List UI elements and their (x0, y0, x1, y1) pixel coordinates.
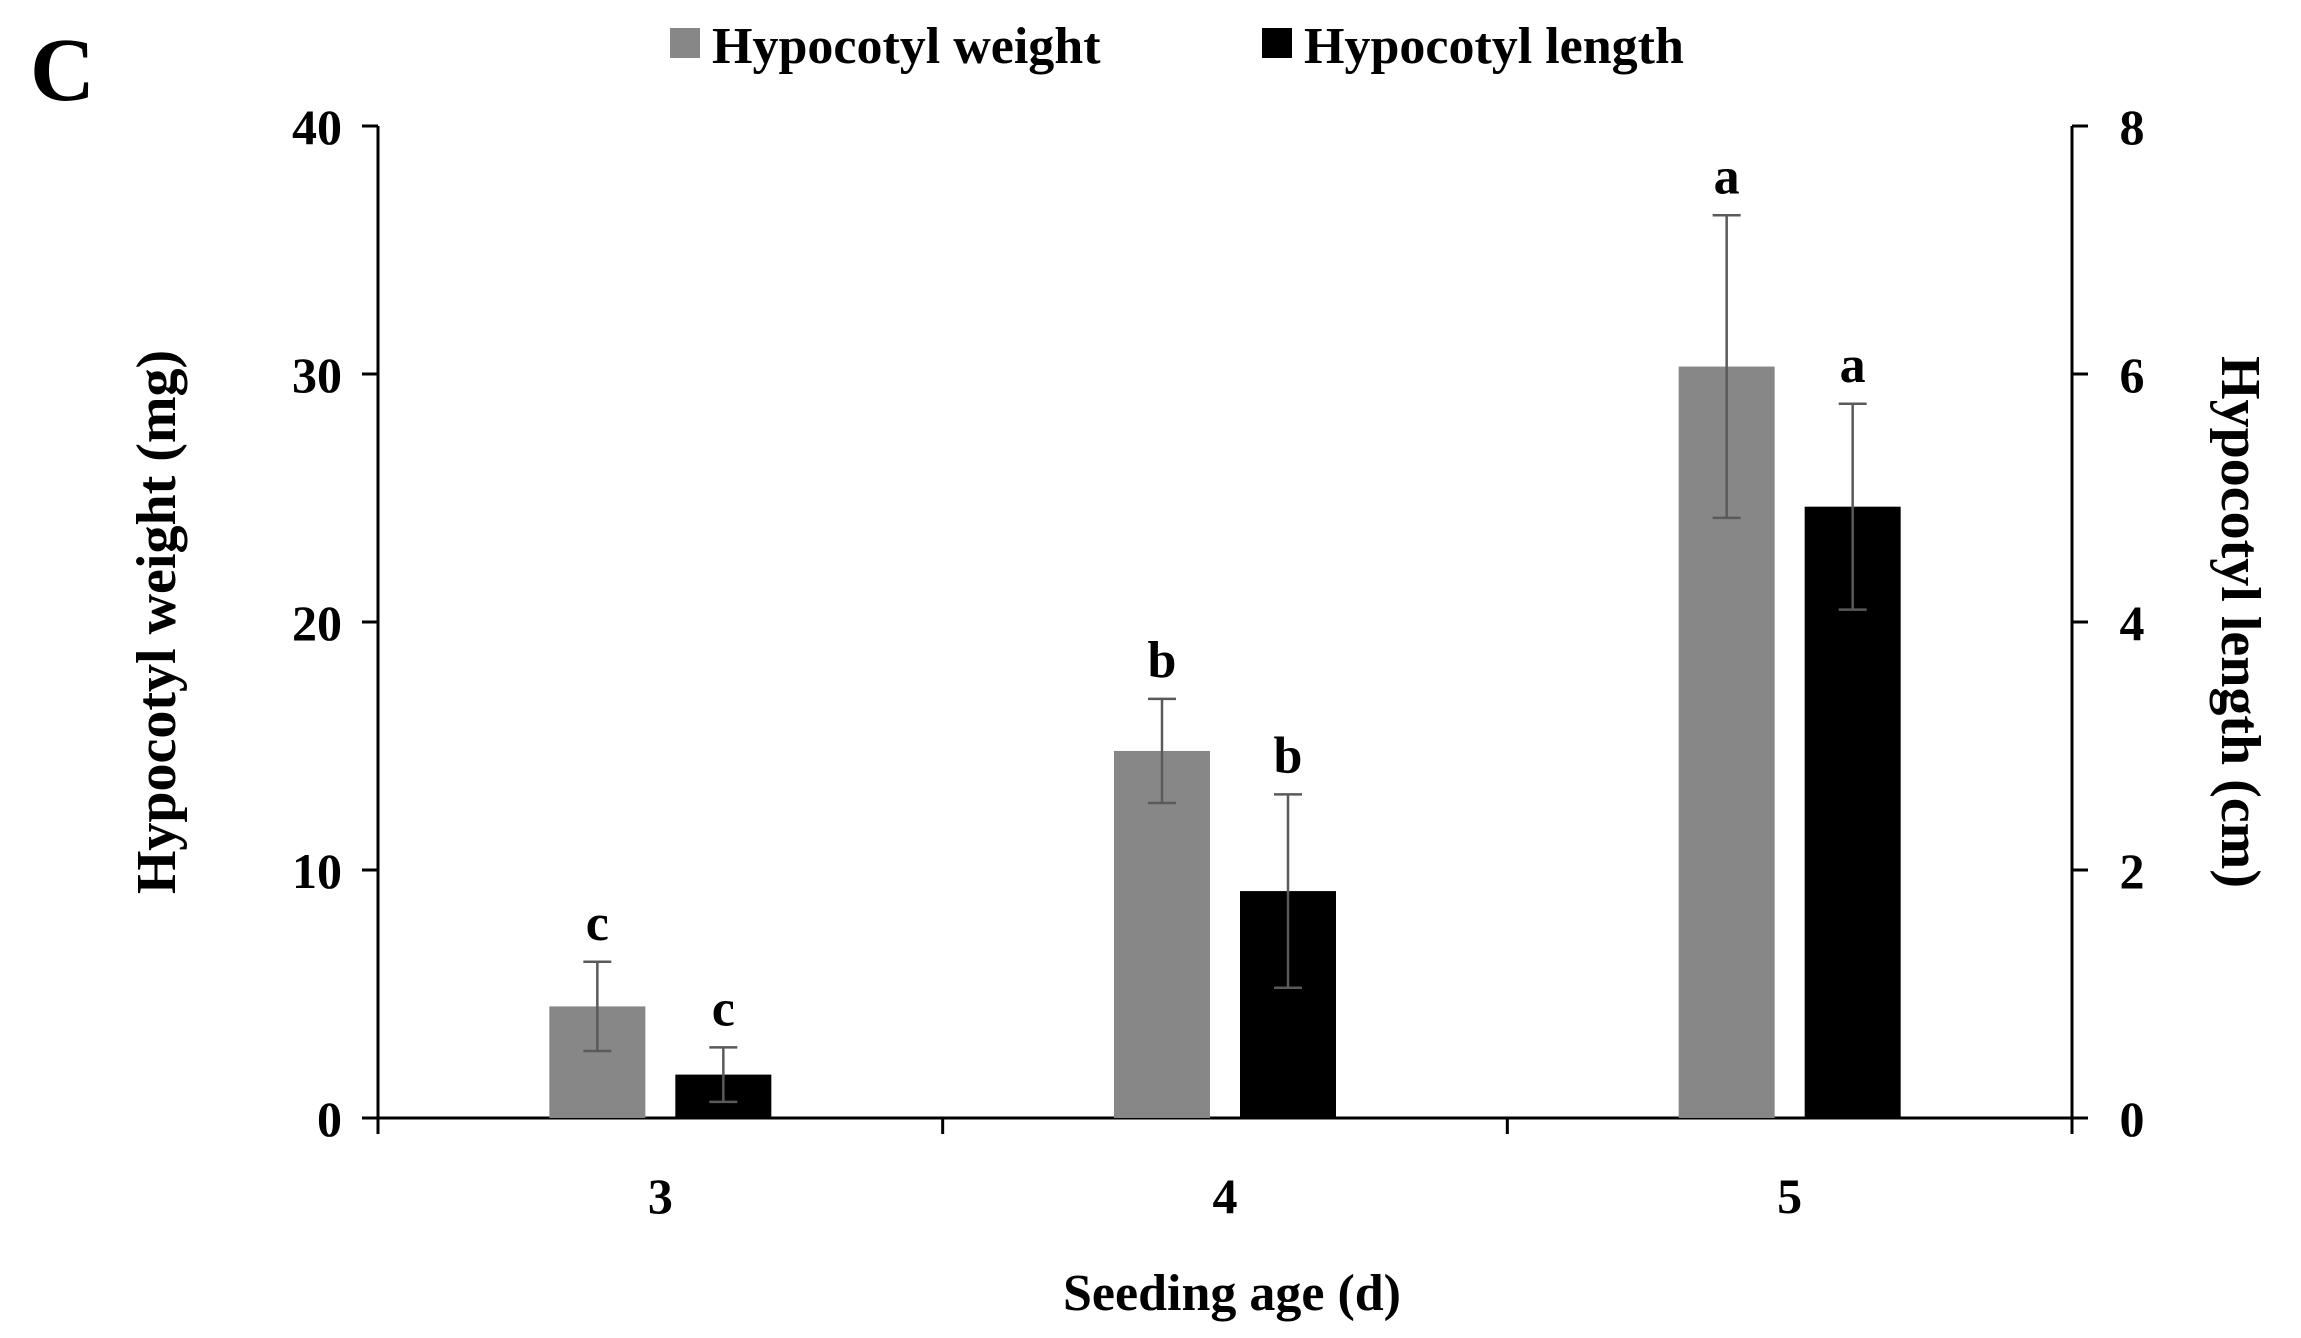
x-tick-label: 3 (648, 1168, 673, 1224)
weight-bar (1114, 750, 1210, 1118)
y-right-tick-label: 0 (2120, 1091, 2145, 1147)
y-right-tick-label: 2 (2120, 843, 2145, 899)
plot-area: 0 10 20 30 40 0 2 4 6 8 3 c c 4 b b 5 a a (292, 99, 2145, 1224)
y-left-tick-label: 40 (292, 99, 342, 155)
y-right-label: Hypocotyl length (cm) (2209, 356, 2271, 888)
panel-label: C (30, 21, 95, 120)
y-right-tick-label: 4 (2120, 595, 2145, 651)
y-left-label: Hypocotyl weight (mg) (126, 350, 188, 894)
y-right-tick-label: 6 (2120, 347, 2145, 403)
x-tick-label: 4 (1213, 1168, 1238, 1224)
legend: Hypocotyl weight Hypocotyl length (670, 18, 1684, 75)
x-axis-label: Seeding age (d) (1063, 1265, 1401, 1322)
y-left-tick-label: 10 (292, 843, 342, 899)
legend-label-length: Hypocotyl length (1304, 18, 1684, 75)
legend-label-weight: Hypocotyl weight (712, 18, 1101, 75)
length-significance-letter: a (1840, 337, 1866, 394)
length-significance-letter: b (1274, 727, 1303, 784)
weight-significance-letter: a (1714, 148, 1740, 205)
weight-significance-letter: c (586, 895, 609, 952)
weight-significance-letter: b (1148, 632, 1177, 689)
length-significance-letter: c (712, 980, 735, 1037)
legend-swatch-length (1262, 28, 1292, 58)
y-left-tick-label: 30 (292, 347, 342, 403)
x-tick-label: 5 (1777, 1168, 1802, 1224)
y-right-tick-label: 8 (2120, 99, 2145, 155)
y-left-tick-label: 20 (292, 595, 342, 651)
legend-swatch-weight (670, 28, 700, 58)
y-left-tick-label: 0 (317, 1091, 342, 1147)
